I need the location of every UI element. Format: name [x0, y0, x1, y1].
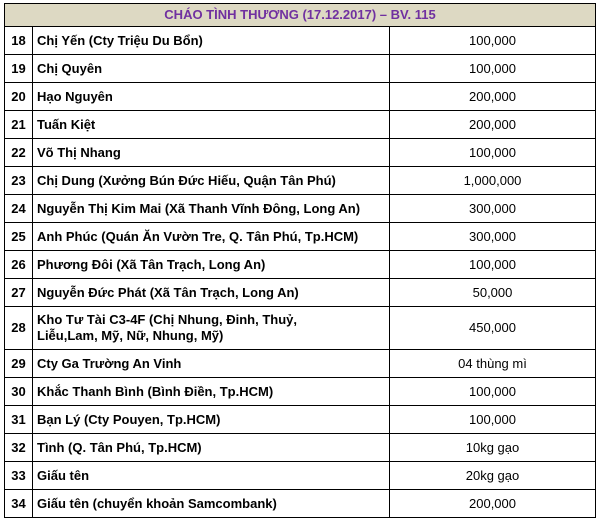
donor-name: Cty Ga Trường An Vinh: [32, 349, 390, 378]
donor-name: Giấu tên: [32, 461, 390, 490]
donor-name: Kho Tư Tài C3-4F (Chị Nhung, Đinh, Thuỷ,…: [32, 306, 390, 350]
donation-amount: 300,000: [389, 222, 596, 251]
donor-name: Hạo Nguyên: [32, 82, 390, 111]
table-row: 18 Chị Yến (Cty Triệu Du Bổn) 100,000: [4, 26, 596, 55]
table-row: 25 Anh Phúc (Quán Ăn Vườn Tre, Q. Tân Phú…: [4, 222, 596, 251]
donation-amount: 100,000: [389, 377, 596, 406]
donation-amount: 04 thùng mì: [389, 349, 596, 378]
row-number: 33: [4, 461, 33, 490]
table-row: 33 Giấu tên 20kg gạo: [4, 461, 596, 490]
donation-amount: 10kg gạo: [389, 433, 596, 462]
donor-name: Võ Thị Nhang: [32, 138, 390, 167]
table-row: 34 Giấu tên (chuyển khoản Samcombank) 200,…: [4, 489, 596, 518]
row-number: 26: [4, 250, 33, 279]
donation-amount: 100,000: [389, 26, 596, 55]
donation-amount: 100,000: [389, 138, 596, 167]
row-number: 18: [4, 26, 33, 55]
row-number: 20: [4, 82, 33, 111]
row-number: 30: [4, 377, 33, 406]
donor-name: Giấu tên (chuyển khoản Samcombank): [32, 489, 390, 518]
row-number: 27: [4, 278, 33, 307]
table-row: 21 Tuấn Kiệt 200,000: [4, 110, 596, 139]
table-row: 29 Cty Ga Trường An Vinh 04 thùng mì: [4, 349, 596, 378]
donor-name: Chị Dung (Xưởng Bún Đức Hiếu, Quận Tân P…: [32, 166, 390, 195]
table-row: 23 Chị Dung (Xưởng Bún Đức Hiếu, Quận Tân…: [4, 166, 596, 195]
donation-table-body: CHÁO TÌNH THƯƠNG (17.12.2017) – BV. 115 …: [4, 3, 596, 518]
donation-table: CHÁO TÌNH THƯƠNG (17.12.2017) – BV. 115 …: [4, 3, 596, 518]
row-number: 22: [4, 138, 33, 167]
table-row: 19 Chị Quyên 100,000: [4, 54, 596, 83]
row-number: 28: [4, 306, 33, 350]
donation-amount: 100,000: [389, 54, 596, 83]
row-number: 29: [4, 349, 33, 378]
donor-name: Chị Quyên: [32, 54, 390, 83]
table-row: 22 Võ Thị Nhang 100,000: [4, 138, 596, 167]
donor-name: Anh Phúc (Quán Ăn Vườn Tre, Q. Tân Phú, …: [32, 222, 390, 251]
donation-amount: 1,000,000: [389, 166, 596, 195]
table-row: 20 Hạo Nguyên 200,000: [4, 82, 596, 111]
donor-name: Nguyễn Thị Kim Mai (Xã Thanh Vĩnh Đông, …: [32, 194, 390, 223]
row-number: 32: [4, 433, 33, 462]
donation-amount: 300,000: [389, 194, 596, 223]
donation-amount: 200,000: [389, 82, 596, 111]
title-row: CHÁO TÌNH THƯƠNG (17.12.2017) – BV. 115: [4, 3, 596, 27]
row-number: 34: [4, 489, 33, 518]
donation-amount: 200,000: [389, 110, 596, 139]
donor-name: Bạn Lý (Cty Pouyen, Tp.HCM): [32, 405, 390, 434]
donation-amount: 200,000: [389, 489, 596, 518]
donation-amount: 100,000: [389, 405, 596, 434]
row-number: 21: [4, 110, 33, 139]
row-number: 23: [4, 166, 33, 195]
donor-name: Phương Đôi (Xã Tân Trạch, Long An): [32, 250, 390, 279]
row-number: 19: [4, 54, 33, 83]
donor-name: Nguyễn Đức Phát (Xã Tân Trạch, Long An): [32, 278, 390, 307]
table-row: 26 Phương Đôi (Xã Tân Trạch, Long An) 100,…: [4, 250, 596, 279]
donor-name: Tình (Q. Tân Phú, Tp.HCM): [32, 433, 390, 462]
row-number: 24: [4, 194, 33, 223]
table-row: 31 Bạn Lý (Cty Pouyen, Tp.HCM) 100,000: [4, 405, 596, 434]
row-number: 31: [4, 405, 33, 434]
table-row: 24 Nguyễn Thị Kim Mai (Xã Thanh Vĩnh Đông…: [4, 194, 596, 223]
table-row: 27 Nguyễn Đức Phát (Xã Tân Trạch, Long An…: [4, 278, 596, 307]
donor-name: Khắc Thanh Bình (Bình Điền, Tp.HCM): [32, 377, 390, 406]
donation-amount: 450,000: [389, 306, 596, 350]
donation-amount: 100,000: [389, 250, 596, 279]
donor-name: Tuấn Kiệt: [32, 110, 390, 139]
table-row: 28 Kho Tư Tài C3-4F (Chị Nhung, Đinh, Thu…: [4, 306, 596, 350]
donation-amount: 20kg gạo: [389, 461, 596, 490]
table-row: 32 Tình (Q. Tân Phú, Tp.HCM) 10kg gạo: [4, 433, 596, 462]
table-title: CHÁO TÌNH THƯƠNG (17.12.2017) – BV. 115: [4, 3, 596, 27]
donor-name: Chị Yến (Cty Triệu Du Bổn): [32, 26, 390, 55]
donation-amount: 50,000: [389, 278, 596, 307]
row-number: 25: [4, 222, 33, 251]
table-row: 30 Khắc Thanh Bình (Bình Điền, Tp.HCM) 100…: [4, 377, 596, 406]
